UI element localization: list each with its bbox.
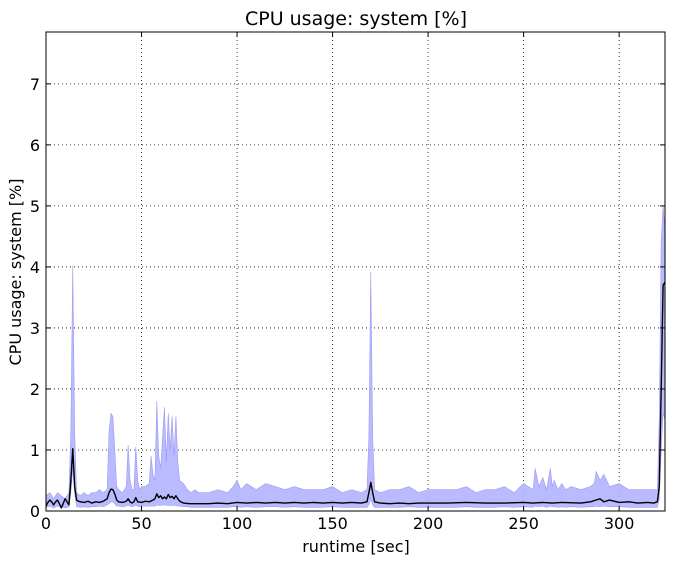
x-tick-label: 250 [508,514,539,533]
plot-frame [45,31,666,512]
ticks: 0 50 100 150 200 250 300 0 1 2 3 4 5 6 7 [30,32,665,533]
x-tick-label: 300 [604,514,635,533]
y-tick-label: 0 [30,502,40,521]
band-layer [45,205,666,509]
y-axis-label: CPU usage: system [%] [6,179,25,366]
series-band [45,205,666,509]
x-tick-label: 50 [131,514,151,533]
line-layer [45,281,666,509]
x-axis-label: runtime [sec] [302,537,410,556]
chart-title: CPU usage: system [%] [245,8,467,30]
grid [46,32,665,511]
x-tick-label: 0 [41,514,51,533]
y-tick-label: 6 [30,136,40,155]
y-tick-label: 7 [30,75,40,94]
y-tick-label: 3 [30,319,40,338]
series-line [45,281,666,509]
y-tick-label: 5 [30,197,40,216]
x-tick-label: 100 [222,514,253,533]
y-tick-label: 4 [30,258,40,277]
y-tick-label: 2 [30,380,40,399]
x-tick-label: 200 [413,514,444,533]
x-tick-label: 150 [317,514,348,533]
y-tick-label: 1 [30,441,40,460]
